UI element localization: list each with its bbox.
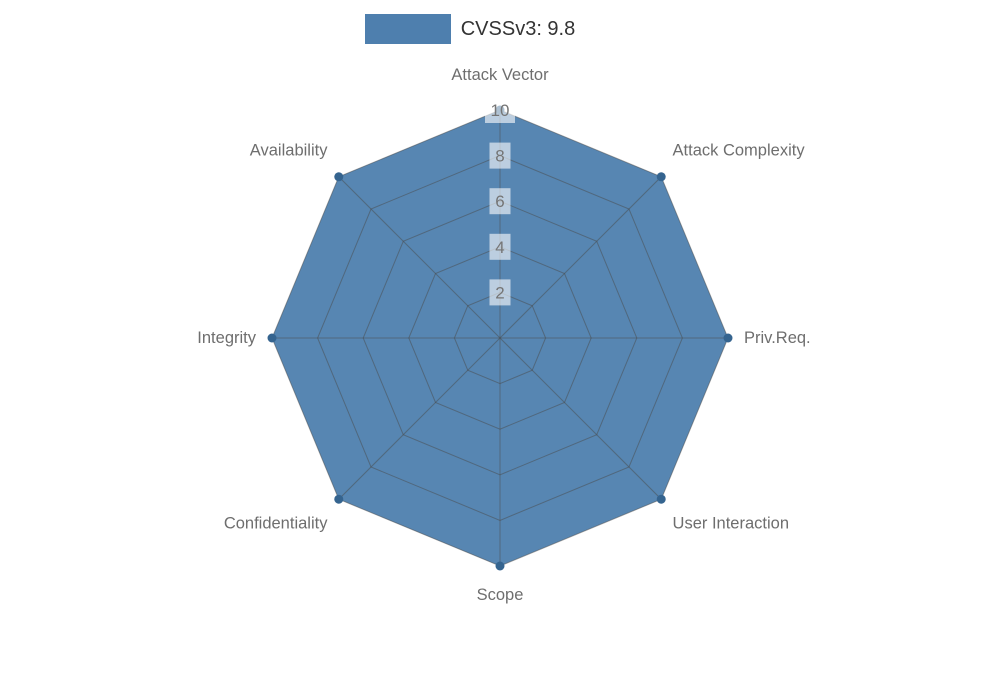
tick-label: 2 — [495, 283, 504, 302]
legend[interactable]: CVSSv3: 9.8 — [0, 14, 940, 44]
axis-label: Scope — [477, 586, 524, 604]
series-point[interactable] — [723, 333, 733, 343]
tick-label-bg — [489, 142, 511, 169]
tick-label-bg — [489, 233, 511, 260]
series-point[interactable] — [656, 172, 666, 182]
grid-spoke — [338, 176, 501, 339]
legend-swatch[interactable] — [364, 14, 451, 44]
axis-label: Confidentiality — [224, 515, 328, 533]
tick-label-bg — [489, 188, 511, 215]
series-point[interactable] — [334, 172, 344, 182]
axis-label: Attack Complexity — [673, 141, 806, 159]
series-point[interactable] — [267, 333, 277, 343]
axis-label: Attack Vector — [451, 66, 549, 84]
axis-label: Integrity — [197, 329, 256, 347]
tick-label: 8 — [495, 147, 504, 166]
series-point[interactable] — [495, 561, 505, 571]
tick-label: 10 — [491, 101, 510, 120]
tick-label-bg — [489, 279, 511, 306]
series-point[interactable] — [656, 494, 666, 504]
tick-label: 4 — [495, 238, 504, 257]
series-point[interactable] — [334, 494, 344, 504]
axis-label: Priv.Req. — [744, 329, 811, 347]
tick-label-bg — [485, 97, 515, 123]
grid-spoke — [499, 176, 662, 339]
grid-spoke — [499, 337, 662, 500]
tick-label: 6 — [495, 192, 504, 211]
grid-spoke — [338, 337, 501, 500]
legend-label: CVSSv3: 9.8 — [460, 17, 576, 40]
axis-label: User Interaction — [673, 515, 789, 533]
axis-label: Availability — [250, 141, 328, 159]
